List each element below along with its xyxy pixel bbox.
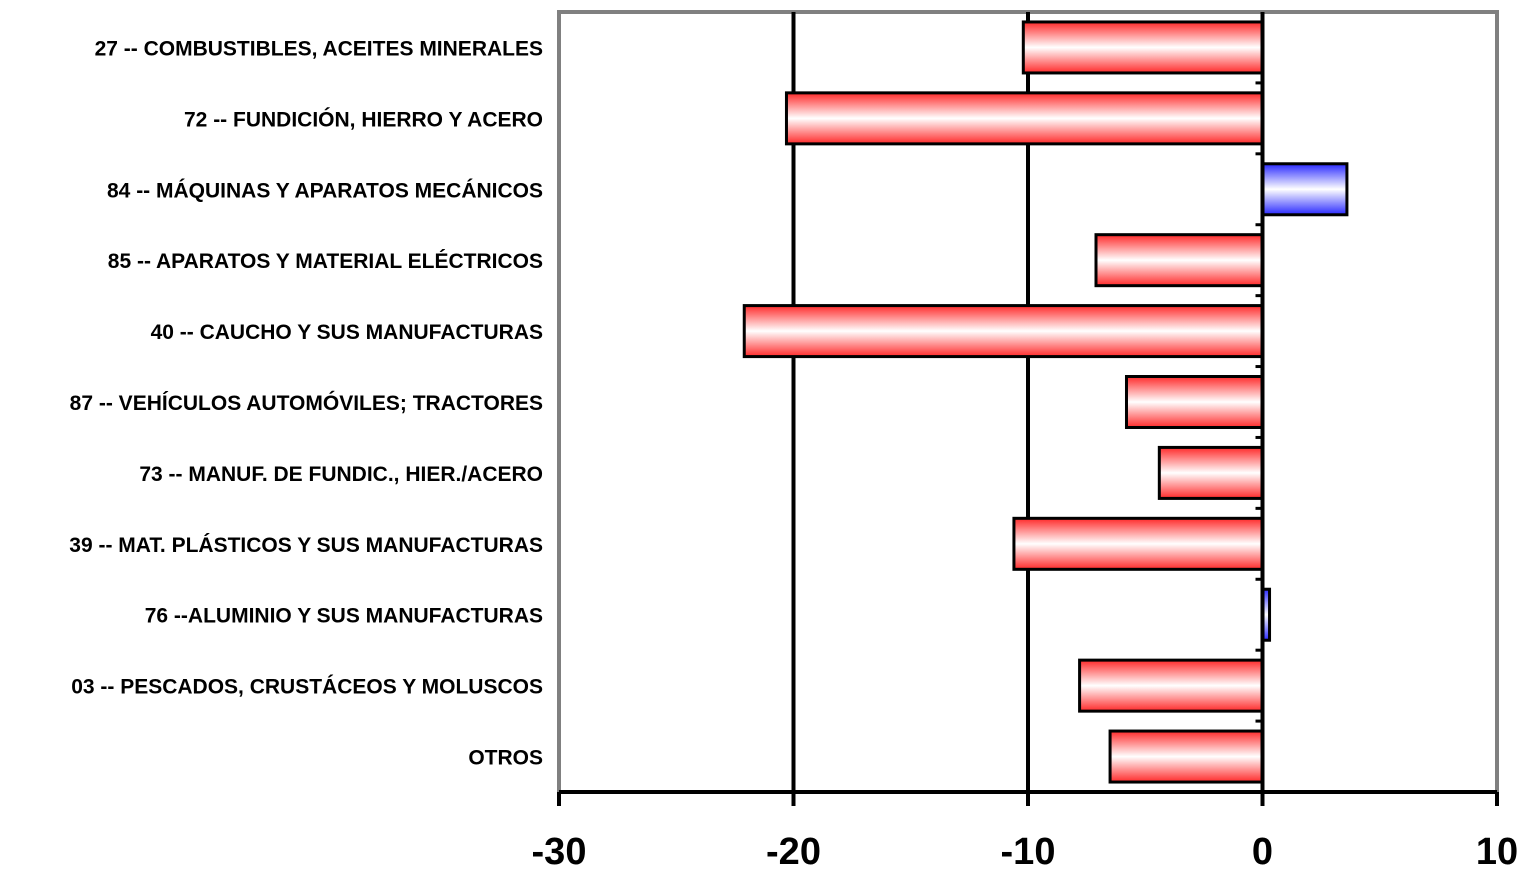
category-label-4: 40 -- CAUCHO Y SUS MANUFACTURAS xyxy=(151,321,543,344)
x-tick-label-0: -30 xyxy=(532,831,587,867)
category-labels: 27 -- COMBUSTIBLES, ACEITES MINERALES 72 … xyxy=(69,37,543,769)
bar-9 xyxy=(1078,658,1264,713)
bar-10 xyxy=(1108,729,1264,784)
x-tick-label-3: 0 xyxy=(1252,831,1273,867)
category-label-3: 85 -- APARATOS Y MATERIAL ELÉCTRICOS xyxy=(108,250,543,273)
category-label-1: 72 -- FUNDICIÓN, HIERRO Y ACERO xyxy=(184,107,543,131)
x-tick-label-1: -20 xyxy=(766,831,821,867)
category-label-8: 76 --ALUMINIO Y SUS MANUFACTURAS xyxy=(145,605,543,628)
category-label-6: 73 -- MANUF. DE FUNDIC., HIER./ACERO xyxy=(139,463,543,486)
category-label-0: 27 -- COMBUSTIBLES, ACEITES MINERALES xyxy=(95,37,543,60)
category-label-10: OTROS xyxy=(468,747,543,770)
x-axis: -30 -20 -10 0 10 xyxy=(532,12,1518,872)
bar-7 xyxy=(1012,516,1264,571)
bar-1 xyxy=(784,91,1265,146)
bar-6 xyxy=(1157,445,1264,500)
bar-3 xyxy=(1094,233,1264,288)
category-label-5: 87 -- VEHÍCULOS AUTOMÓVILES; TRACTORES xyxy=(70,391,543,415)
bar-4 xyxy=(742,304,1264,359)
category-label-7: 39 -- MAT. PLÁSTICOS Y SUS MANUFACTURAS xyxy=(69,534,543,557)
category-label-2: 84 -- MÁQUINAS Y APARATOS MECÁNICOS xyxy=(107,179,543,202)
bar-0 xyxy=(1021,20,1264,75)
x-tick-label-4: 10 xyxy=(1476,831,1518,867)
bar-2 xyxy=(1261,162,1349,217)
x-tick-label-2: -10 xyxy=(1001,831,1056,867)
category-label-9: 03 -- PESCADOS, CRUSTÁCEOS Y MOLUSCOS xyxy=(71,676,543,699)
bars xyxy=(742,20,1349,784)
bar-5 xyxy=(1124,375,1264,429)
